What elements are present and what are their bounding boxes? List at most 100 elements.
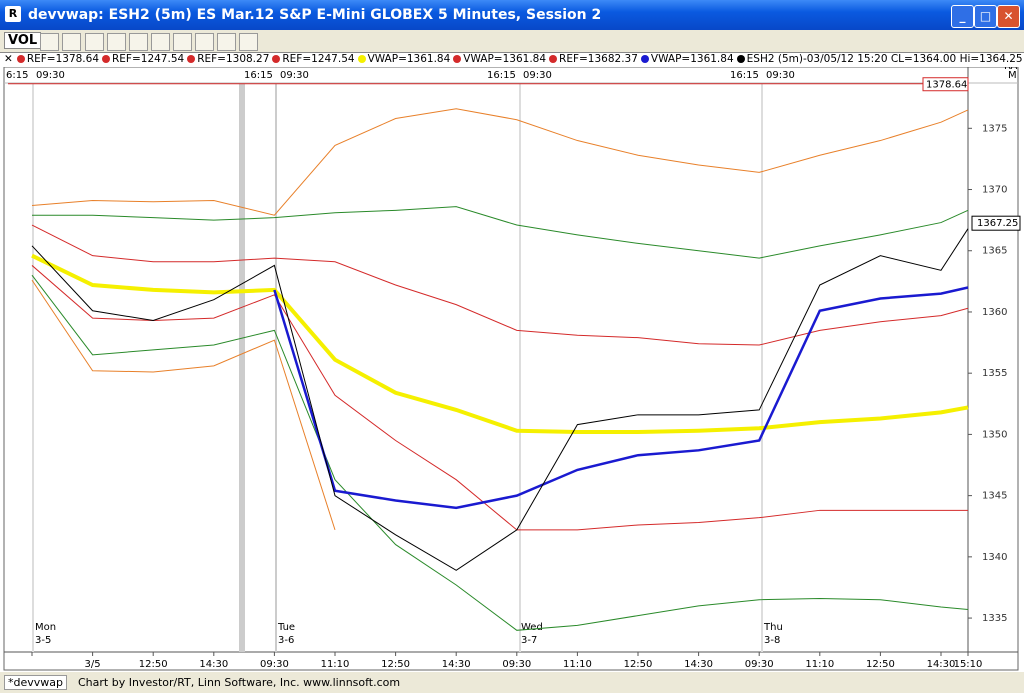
- app-icon: R: [5, 6, 21, 22]
- y-tick-label: 1370: [982, 185, 1007, 196]
- tool-button[interactable]: [151, 33, 170, 51]
- legend-text: VWAP=1361.84: [367, 53, 451, 65]
- legend-item: VWAP=1361.84: [357, 53, 451, 65]
- legend-dot: [272, 55, 281, 63]
- series-line: [31, 228, 969, 571]
- tool-button[interactable]: [239, 33, 258, 51]
- x-tick-label: 09:30: [745, 659, 774, 670]
- y-tick-label: 1335: [982, 613, 1007, 624]
- legend-item: REF=1247.54: [272, 53, 355, 65]
- x-tick-label: 09:30: [502, 659, 531, 670]
- window-title: devvwap: ESH2 (5m) ES Mar.12 S&P E-Mini …: [28, 7, 602, 23]
- day-label: Thu: [763, 622, 783, 633]
- legend-item: ESH2 (5m)-03/05/12 15:20 CL=1364.00 Hi=1…: [736, 53, 1024, 65]
- y-tick-label: 1350: [982, 429, 1007, 440]
- series-line: [31, 224, 969, 346]
- session-time-label: 16:15: [487, 70, 516, 81]
- x-tick-label: 14:30: [684, 659, 713, 670]
- legend-text: VWAP=1361.84: [463, 53, 547, 65]
- chart: 6:15 09:30 16:15 09:30 16:15 09:30 16:15 09:30 M…: [0, 67, 1024, 672]
- legend-text: REF=1308.27: [197, 53, 270, 65]
- series-line: [31, 253, 969, 434]
- series-line: [273, 286, 969, 510]
- legend-close[interactable]: ✕: [4, 53, 13, 65]
- day-label: 3-7: [521, 635, 537, 646]
- series-line: [32, 206, 969, 259]
- last-price-box: [971, 215, 1021, 231]
- tool-button[interactable]: [107, 33, 126, 51]
- legend-dot: [736, 55, 745, 63]
- legend-dot: [453, 55, 462, 63]
- session-time-label: 09:30: [523, 70, 552, 81]
- session-time-label: 16:15: [244, 70, 273, 81]
- session-time-label: 09:30: [280, 70, 309, 81]
- x-tick-label: 15:10: [954, 659, 983, 670]
- chart-tab[interactable]: *devvwap: [4, 675, 67, 690]
- close-button[interactable]: ✕: [997, 5, 1020, 28]
- y-tick-label: 1365: [982, 246, 1007, 257]
- legend-item: REF=1247.54: [102, 53, 184, 65]
- day-label: 3-5: [35, 635, 51, 646]
- legend-text: REF=13682.37: [559, 53, 638, 65]
- toolbar: VOL: [0, 30, 1024, 52]
- legend-text: REF=1247.54: [282, 53, 355, 65]
- day-label: 3-6: [278, 635, 294, 646]
- series-line: [31, 108, 969, 216]
- session-time-label: 16:15: [730, 70, 759, 81]
- legend-dot: [187, 55, 196, 63]
- session-time-label: 09:30: [766, 70, 795, 81]
- session-time-label: 6:15: [6, 70, 28, 81]
- legend-dot: [16, 55, 25, 63]
- x-tick-label: 09:30: [260, 659, 289, 670]
- tool-button[interactable]: [195, 33, 214, 51]
- vol-button[interactable]: VOL: [4, 32, 42, 49]
- series-line: [31, 274, 969, 631]
- x-tick-label: 12:50: [866, 659, 895, 670]
- x-tick-label: 12:50: [381, 659, 410, 670]
- x-tick-label: 3/5: [85, 659, 101, 670]
- tool-button[interactable]: [62, 33, 81, 51]
- title-bar: R devvwap: ESH2 (5m) ES Mar.12 S&P E-Min…: [0, 0, 1024, 30]
- legend-dot: [102, 55, 110, 63]
- y-tick-label: 1375: [982, 123, 1007, 134]
- tool-button[interactable]: [173, 33, 192, 51]
- day-label: Mon: [35, 622, 56, 633]
- series-line: [31, 279, 336, 531]
- tool-button[interactable]: [217, 33, 236, 51]
- reference-label: 1378.64: [926, 80, 967, 91]
- reference-label-box: [922, 77, 969, 92]
- tool-button[interactable]: [129, 33, 148, 51]
- legend-text: REF=1378.64: [26, 53, 99, 65]
- x-tick-label: 11:10: [321, 659, 350, 670]
- legend-dot: [549, 55, 558, 63]
- legend-item: REF=13682.37: [549, 53, 638, 65]
- status-bar: *devvwap Chart by Investor/RT, Linn Soft…: [0, 672, 1024, 693]
- corner-label: RA: [1004, 67, 1018, 72]
- x-tick-label: 11:10: [805, 659, 834, 670]
- x-tick-label: 11:10: [563, 659, 592, 670]
- tool-button[interactable]: [40, 33, 59, 51]
- last-price-label: 1367.25: [977, 218, 1018, 229]
- legend-dot: [357, 55, 366, 63]
- legend-item: REF=1378.64: [16, 53, 99, 65]
- legend-item: VWAP=1361.84: [640, 53, 734, 65]
- y-tick-label: 1345: [982, 491, 1007, 502]
- x-tick-label: 12:50: [624, 659, 653, 670]
- y-tick-label: 1360: [982, 307, 1007, 318]
- series-line: [31, 265, 968, 531]
- y-tick-label: 1340: [982, 552, 1007, 563]
- legend-item: REF=1308.27: [187, 53, 269, 65]
- session-time-label: 09:30: [36, 70, 65, 81]
- tool-button[interactable]: [85, 33, 104, 51]
- minimize-button[interactable]: _: [951, 5, 974, 28]
- y-tick-label: 1355: [982, 368, 1007, 379]
- x-tick-label: 14:30: [927, 659, 956, 670]
- legend-dot: [640, 55, 649, 63]
- legend-text: ESH2 (5m)-03/05/12 15:20 CL=1364.00 Hi=1…: [746, 53, 1024, 65]
- maximize-button[interactable]: □: [974, 5, 997, 28]
- day-label: Wed: [521, 622, 543, 633]
- x-tick-label: 12:50: [139, 659, 168, 670]
- legend-text: REF=1247.54: [112, 53, 185, 65]
- plot-frame: [3, 67, 1019, 671]
